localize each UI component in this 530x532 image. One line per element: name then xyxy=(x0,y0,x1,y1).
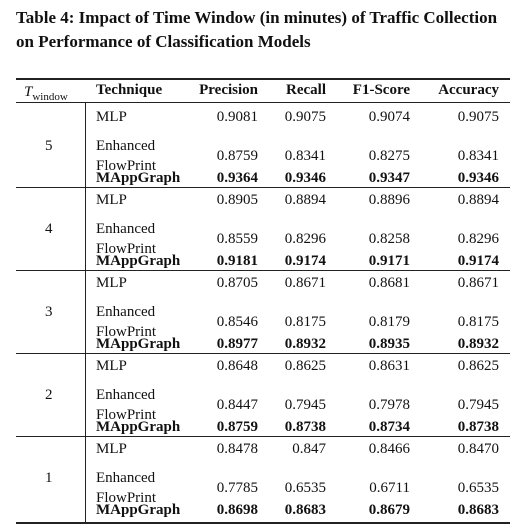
technique: Enhanced FlowPrint xyxy=(96,138,157,174)
metric-value: 0.6535 xyxy=(284,480,326,496)
metric-value: 0.8179 xyxy=(368,314,410,330)
metric-value: 0.8175 xyxy=(284,314,326,330)
metric-value: 0.8683 xyxy=(457,502,499,518)
bottom-rule xyxy=(16,522,510,524)
metric-value: 0.9346 xyxy=(457,170,499,186)
metric-value: 0.8546 xyxy=(216,314,258,330)
column-header: Technique xyxy=(96,82,163,98)
metric-value: 0.8759 xyxy=(216,148,258,164)
metric-value: 0.8738 xyxy=(284,419,326,435)
metric-value: 0.9074 xyxy=(368,109,410,125)
metric-value: 0.8683 xyxy=(284,502,326,518)
technique: MAppGraph xyxy=(96,419,181,435)
metric-value: 0.8738 xyxy=(457,419,499,435)
column-header: F1-Score xyxy=(352,82,410,98)
metric-value: 0.8559 xyxy=(216,231,258,247)
column-header: Recall xyxy=(286,82,326,98)
technique: Enhanced FlowPrint xyxy=(96,304,157,340)
metric-value: 0.8896 xyxy=(368,192,410,208)
window-header: Twindow xyxy=(24,82,68,107)
technique: Enhanced FlowPrint xyxy=(96,221,157,257)
technique: MAppGraph xyxy=(96,336,181,352)
group-rule xyxy=(16,436,510,437)
metric-value: 0.8631 xyxy=(368,358,410,374)
metric-value: 0.8734 xyxy=(368,419,410,435)
metric-value: 0.8625 xyxy=(457,358,499,374)
metric-value: 0.8894 xyxy=(284,192,326,208)
metric-value: 0.8296 xyxy=(284,231,326,247)
top-rule xyxy=(16,78,510,80)
window-value: 3 xyxy=(45,304,53,320)
technique: MLP xyxy=(96,192,127,208)
technique: MLP xyxy=(96,109,127,125)
technique: MLP xyxy=(96,275,127,291)
metric-value: 0.6535 xyxy=(457,480,499,496)
metric-value: 0.8935 xyxy=(368,336,410,352)
metric-value: 0.8705 xyxy=(216,275,258,291)
metric-value: 0.9174 xyxy=(284,253,326,269)
metric-value: 0.8894 xyxy=(457,192,499,208)
header-rule xyxy=(16,102,510,103)
technique: Enhanced FlowPrint xyxy=(96,470,157,506)
metric-value: 0.8625 xyxy=(284,358,326,374)
column-header: Precision xyxy=(199,82,258,98)
group-rule xyxy=(16,353,510,354)
metric-value: 0.8275 xyxy=(368,148,410,164)
metric-value: 0.9174 xyxy=(457,253,499,269)
metric-value: 0.8466 xyxy=(368,441,410,457)
window-value: 1 xyxy=(45,470,53,486)
metric-value: 0.8341 xyxy=(284,148,326,164)
metric-value: 0.6711 xyxy=(369,480,410,496)
column-divider xyxy=(85,102,86,522)
technique: MLP xyxy=(96,358,127,374)
metric-value: 0.8470 xyxy=(457,441,499,457)
technique: MAppGraph xyxy=(96,502,181,518)
technique: MAppGraph xyxy=(96,253,181,269)
metric-value: 0.7978 xyxy=(368,397,410,413)
metric-value: 0.8932 xyxy=(284,336,326,352)
technique: MLP xyxy=(96,441,127,457)
technique: Enhanced FlowPrint xyxy=(96,387,157,423)
metric-value: 0.8977 xyxy=(216,336,258,352)
metric-value: 0.9075 xyxy=(284,109,326,125)
metric-value: 0.9171 xyxy=(368,253,410,269)
metric-value: 0.8648 xyxy=(216,358,258,374)
metric-value: 0.9081 xyxy=(216,109,258,125)
group-rule xyxy=(16,187,510,188)
metric-value: 0.8341 xyxy=(457,148,499,164)
metric-value: 0.8759 xyxy=(216,419,258,435)
window-value: 5 xyxy=(45,138,53,154)
metric-value: 0.9181 xyxy=(216,253,258,269)
metric-value: 0.8698 xyxy=(216,502,258,518)
metric-value: 0.8932 xyxy=(457,336,499,352)
metric-value: 0.9075 xyxy=(457,109,499,125)
metric-value: 0.7945 xyxy=(284,397,326,413)
metric-value: 0.9364 xyxy=(216,170,258,186)
metric-value: 0.7785 xyxy=(216,480,258,496)
metric-value: 0.8296 xyxy=(457,231,499,247)
technique: MAppGraph xyxy=(96,170,181,186)
metric-value: 0.8681 xyxy=(368,275,410,291)
column-header: Accuracy xyxy=(438,82,499,98)
metric-value: 0.8175 xyxy=(457,314,499,330)
window-subscript: window xyxy=(32,91,68,103)
metric-value: 0.8905 xyxy=(216,192,258,208)
metric-value: 0.9347 xyxy=(368,170,410,186)
table-caption: Table 4: Impact of Time Window (in minut… xyxy=(16,8,498,51)
metric-value: 0.8671 xyxy=(457,275,499,291)
group-rule xyxy=(16,270,510,271)
window-value: 4 xyxy=(45,221,53,237)
metric-value: 0.8258 xyxy=(368,231,410,247)
metric-value: 0.847 xyxy=(292,441,326,457)
window-value: 2 xyxy=(45,387,53,403)
metric-value: 0.9346 xyxy=(284,170,326,186)
window-symbol: T xyxy=(24,84,33,100)
metric-value: 0.7945 xyxy=(457,397,499,413)
metric-value: 0.8447 xyxy=(216,397,258,413)
metric-value: 0.8671 xyxy=(284,275,326,291)
metric-value: 0.8679 xyxy=(368,502,410,518)
metric-value: 0.8478 xyxy=(216,441,258,457)
